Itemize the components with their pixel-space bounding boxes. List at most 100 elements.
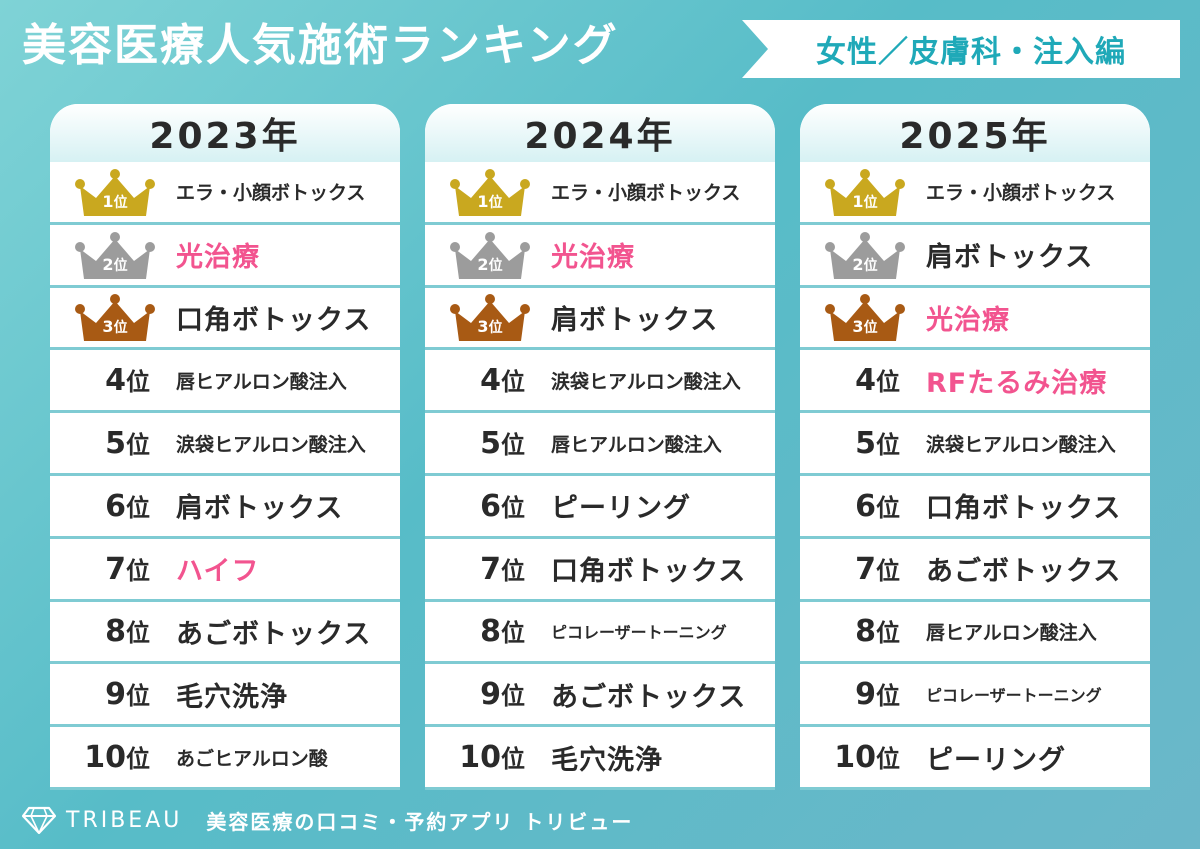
rank-suffix: 位	[113, 320, 128, 337]
treatment-name: エラ・小顔ボトックス	[926, 182, 1116, 205]
rank-number: 2	[102, 254, 114, 274]
rank-suffix: 位	[501, 431, 525, 460]
tagline: 美容医療の口コミ・予約アプリ トリビュー	[206, 809, 634, 834]
rank-number: 5	[105, 426, 126, 462]
bronze-crown-icon: 3位	[72, 289, 158, 345]
rank-label: 9位	[855, 676, 900, 712]
ranking-row: 6位 口角ボトックス	[800, 475, 1150, 539]
footer: TRIBEAU 美容医療の口コミ・予約アプリ トリビュー	[22, 804, 633, 836]
rank-label: 4位	[855, 362, 900, 398]
ranking-row: 5位 涙袋ヒアルロン酸注入	[800, 413, 1150, 476]
rank-suffix: 位	[501, 493, 525, 522]
rank-medal: 3位	[425, 288, 545, 348]
ranking-row: 10位 毛穴洗浄	[425, 727, 775, 790]
rank-suffix: 位	[876, 619, 900, 648]
rank-suffix: 位	[863, 194, 878, 211]
ranking-row: 3位 光治療	[800, 287, 1150, 351]
treatment-name: 涙袋ヒアルロン酸注入	[551, 370, 741, 393]
rank-medal: 3位	[800, 288, 920, 348]
ranking-row: 10位 ピーリング	[800, 727, 1150, 790]
rank-suffix: 位	[488, 320, 503, 337]
rank-slot: 9位	[800, 664, 920, 724]
treatment-name: あごボトックス	[926, 556, 1122, 588]
rank-label: 9位	[480, 676, 525, 712]
rank-label: 6位	[105, 488, 150, 524]
rank-label: 6位	[855, 488, 900, 524]
ranking-row: 2位 光治療	[425, 224, 775, 288]
rank-medal: 1位	[50, 162, 170, 222]
ranking-column-2023: 2023年 1位 エラ・小顔ボトックス 2位 光治療 3位 口角ボトックス 4位 唇ヒアルロン酸…	[50, 104, 400, 790]
rank-number: 10	[459, 740, 501, 776]
rank-slot: 5位	[425, 413, 545, 473]
gold-crown-icon: 1位	[447, 164, 533, 220]
rank-label: 4位	[105, 362, 150, 398]
treatment-name: あごヒアルロン酸	[176, 747, 328, 770]
rank-label: 9位	[105, 676, 150, 712]
treatment-name: 涙袋ヒアルロン酸注入	[176, 433, 366, 456]
rank-suffix: 位	[126, 619, 150, 648]
rank-suffix: 位	[126, 368, 150, 397]
rank-suffix: 位	[126, 682, 150, 711]
ranking-column-2024: 2024年 1位 エラ・小顔ボトックス 2位 光治療 3位 肩ボトックス 4位 涙袋ヒアルロン酸…	[425, 104, 775, 790]
rank-slot: 10位	[50, 727, 170, 787]
rank-number: 3	[477, 317, 489, 337]
ranking-column-2025: 2025年 1位 エラ・小顔ボトックス 2位 肩ボトックス 3位 光治療 4位 RFたるみ治療 5…	[800, 104, 1150, 790]
subtitle-tag: 女性／皮膚科・注入編	[742, 20, 1180, 78]
bronze-crown-icon: 3位	[447, 289, 533, 345]
year-header: 2023年	[50, 104, 400, 162]
ranking-row: 7位 口角ボトックス	[425, 538, 775, 602]
ranking-row: 8位 ピコレーザートーニング	[425, 601, 775, 665]
rank-number: 7	[855, 551, 876, 587]
ranking-row: 1位 エラ・小顔ボトックス	[50, 162, 400, 225]
rank-slot: 5位	[800, 413, 920, 473]
rank-number: 3	[102, 317, 114, 337]
treatment-name: 口角ボトックス	[551, 556, 747, 588]
rank-slot: 6位	[50, 476, 170, 536]
ranking-row: 9位 ピコレーザートーニング	[800, 664, 1150, 728]
treatment-name: 唇ヒアルロン酸注入	[551, 433, 722, 456]
ranking-row: 3位 肩ボトックス	[425, 287, 775, 351]
rank-medal: 3位	[50, 288, 170, 348]
rank-number: 10	[834, 740, 876, 776]
rank-slot: 5位	[50, 413, 170, 473]
ranking-row: 2位 光治療	[50, 224, 400, 288]
rank-number: 8	[480, 614, 501, 650]
silver-crown-icon: 2位	[447, 227, 533, 283]
treatment-name: 毛穴洗浄	[551, 744, 663, 776]
treatment-name: 口角ボトックス	[926, 493, 1122, 525]
treatment-name: 唇ヒアルロン酸注入	[176, 370, 347, 393]
rank-slot: 7位	[50, 539, 170, 599]
rank-slot: 8位	[50, 602, 170, 662]
rank-number: 10	[84, 740, 126, 776]
rank-label: 10位	[459, 739, 525, 775]
ranking-row: 4位 唇ヒアルロン酸注入	[50, 350, 400, 414]
rank-slot: 4位	[800, 350, 920, 410]
rank-medal: 1位	[425, 162, 545, 222]
rank-suffix: 位	[876, 368, 900, 397]
rank-number: 7	[105, 551, 126, 587]
rank-suffix: 位	[126, 556, 150, 585]
rank-suffix: 位	[488, 194, 503, 211]
treatment-name: エラ・小顔ボトックス	[176, 182, 366, 205]
ranking-row: 8位 あごボトックス	[50, 601, 400, 665]
rank-slot: 10位	[425, 727, 545, 787]
rank-suffix: 位	[126, 745, 150, 774]
rank-slot: 10位	[800, 727, 920, 787]
rank-number: 4	[480, 363, 501, 399]
rank-slot: 7位	[800, 539, 920, 599]
rank-number: 6	[480, 488, 501, 524]
rank-medal: 2位	[50, 225, 170, 285]
rank-slot: 7位	[425, 539, 545, 599]
treatment-name: 光治療	[926, 304, 1010, 336]
rank-slot: 9位	[425, 664, 545, 724]
rank-number: 7	[480, 551, 501, 587]
rank-label: 8位	[105, 613, 150, 649]
rank-suffix: 位	[501, 556, 525, 585]
ranking-row: 1位 エラ・小顔ボトックス	[800, 162, 1150, 225]
treatment-name: ピーリング	[551, 493, 691, 525]
rank-slot: 6位	[800, 476, 920, 536]
year-header: 2024年	[425, 104, 775, 162]
rank-suffix: 位	[876, 493, 900, 522]
rank-number: 4	[855, 363, 876, 399]
treatment-name: 肩ボトックス	[176, 493, 344, 525]
